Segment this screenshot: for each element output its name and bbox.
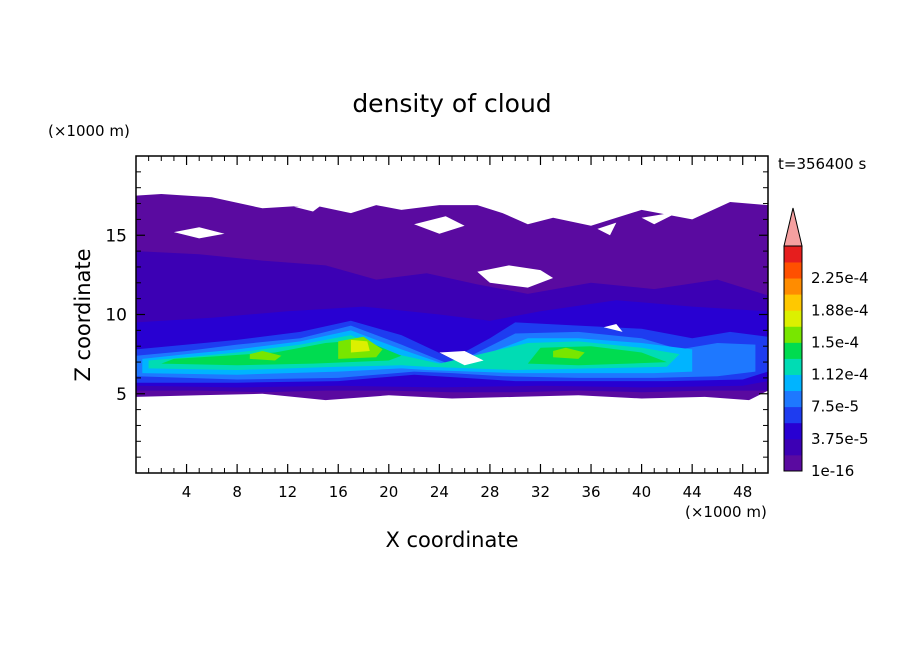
colorbar-label: 1e-16 [811, 462, 854, 480]
chart-title: density of cloud [352, 89, 551, 118]
colorbar-swatch [784, 294, 802, 311]
colorbar-label: 7.5e-5 [811, 398, 859, 416]
y-unit-label: (×1000 m) [48, 122, 130, 140]
x-tick-label: 36 [581, 483, 600, 501]
x-tick-label: 20 [379, 483, 398, 501]
x-axis-title: X coordinate [385, 528, 518, 552]
cloud-free-gap [477, 265, 554, 288]
time-label: t=356400 s [778, 155, 866, 173]
plot-area [135, 155, 769, 474]
colorbar-swatch [784, 326, 802, 343]
cloud-free-gap [597, 222, 617, 236]
cloud-free-gap [173, 227, 225, 239]
colorbar-label: 1.88e-4 [811, 301, 869, 319]
colorbar-overflow-triangle [783, 207, 803, 247]
colorbar-frame [783, 245, 803, 472]
colorbar-swatch [784, 342, 802, 359]
x-tick-label: 12 [278, 483, 297, 501]
cloud-free-gap [603, 324, 623, 332]
x-tick-label: 4 [182, 483, 192, 501]
x-tick-label: 32 [531, 483, 550, 501]
y-axis-ticks: 5 10 15 [105, 171, 768, 458]
x-unit-label: (×1000 m) [685, 503, 767, 521]
colorbar: 1e-16 3.75e-5 7.5e-5 1.12e-4 1.5e-4 1.88e-4 2.… [783, 207, 869, 480]
contour-fill-layer [136, 194, 768, 401]
colorbar-swatch [784, 262, 802, 279]
colorbar-swatch [784, 454, 802, 472]
x-axis-ticks: 4 8 12 16 20 24 28 32 36 40 44 48 [148, 156, 756, 501]
colorbar-swatch [784, 374, 802, 392]
y-tick-label: 15 [105, 226, 127, 246]
x-tick-label: 48 [733, 483, 752, 501]
y-axis-title: Z coordinate [71, 248, 95, 381]
x-tick-label: 44 [683, 483, 702, 501]
y-tick-label: 5 [116, 385, 127, 405]
colorbar-label: 2.25e-4 [811, 269, 869, 287]
x-tick-label: 24 [430, 483, 449, 501]
cloud-free-gap [439, 351, 484, 366]
contour-region-level-8 [249, 351, 282, 361]
colorbar-label: 3.75e-5 [811, 430, 869, 448]
x-tick-label: 40 [632, 483, 651, 501]
x-tick-label: 28 [480, 483, 499, 501]
colorbar-swatch [784, 278, 802, 295]
cloud-free-gap [641, 211, 680, 225]
colorbar-label: 1.5e-4 [811, 333, 859, 351]
colorbar-swatch [784, 310, 802, 327]
contour-region-level-8 [553, 347, 585, 359]
colorbar-swatch [784, 438, 802, 456]
colorbar-swatch [784, 422, 802, 440]
y-tick-label: 10 [105, 306, 127, 326]
cloud-free-gap [414, 216, 465, 234]
colorbar-swatch [784, 406, 802, 424]
x-tick-label: 8 [232, 483, 242, 501]
contour-region-level-9 [350, 339, 370, 353]
colorbar-swatch [784, 358, 802, 375]
colorbar-swatch [784, 246, 802, 263]
colorbar-label: 1.12e-4 [811, 366, 869, 384]
cloud-free-gap [294, 202, 326, 212]
colorbar-swatch [784, 390, 802, 408]
x-tick-label: 16 [329, 483, 348, 501]
